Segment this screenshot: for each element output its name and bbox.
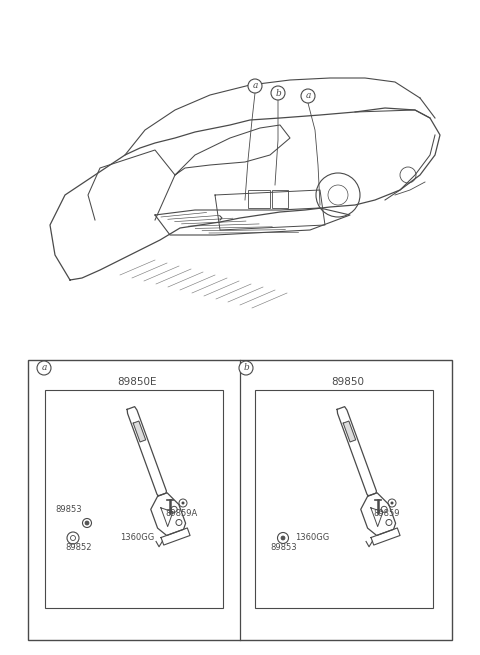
Text: 1360GG: 1360GG <box>120 534 154 542</box>
Text: 89859: 89859 <box>373 508 399 517</box>
Text: a: a <box>252 81 258 90</box>
Text: 89853: 89853 <box>270 544 297 553</box>
Circle shape <box>37 361 51 375</box>
Polygon shape <box>133 421 146 442</box>
Text: 89853: 89853 <box>55 506 82 514</box>
Circle shape <box>301 89 315 103</box>
Text: a: a <box>305 92 311 100</box>
Text: 89850E: 89850E <box>117 377 157 387</box>
Text: b: b <box>243 364 249 373</box>
Text: 89852: 89852 <box>65 544 92 553</box>
Polygon shape <box>343 421 356 442</box>
Text: 89850: 89850 <box>332 377 364 387</box>
Circle shape <box>281 536 285 540</box>
Polygon shape <box>151 493 186 536</box>
Circle shape <box>391 502 394 504</box>
Circle shape <box>271 86 285 100</box>
Polygon shape <box>361 493 396 536</box>
Text: a: a <box>41 364 47 373</box>
Text: 89859A: 89859A <box>165 508 197 517</box>
Polygon shape <box>337 407 376 496</box>
Circle shape <box>248 79 262 93</box>
Text: 1360GG: 1360GG <box>295 534 329 542</box>
FancyBboxPatch shape <box>28 360 452 640</box>
Polygon shape <box>155 208 350 235</box>
Text: b: b <box>275 88 281 98</box>
Circle shape <box>239 361 253 375</box>
Circle shape <box>181 502 184 504</box>
Circle shape <box>85 521 89 525</box>
Polygon shape <box>127 407 167 496</box>
